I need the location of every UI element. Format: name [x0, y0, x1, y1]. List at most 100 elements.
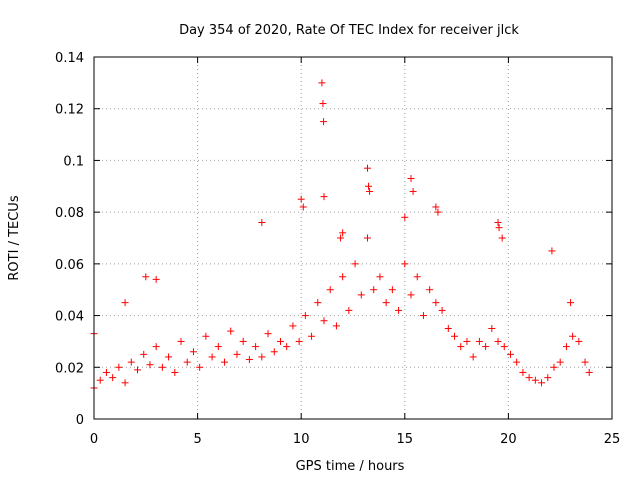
data-point	[314, 299, 322, 307]
data-point	[308, 332, 316, 340]
data-point	[227, 327, 235, 335]
data-point	[177, 337, 185, 345]
x-tick-label: 15	[397, 432, 414, 447]
data-point	[585, 368, 593, 376]
data-point	[506, 350, 514, 358]
data-point	[297, 195, 305, 203]
data-point	[513, 358, 521, 366]
data-point	[109, 374, 117, 382]
data-point	[208, 353, 216, 361]
data-point	[409, 187, 417, 195]
data-point	[432, 299, 440, 307]
data-point	[413, 273, 421, 281]
data-point	[569, 332, 577, 340]
data-point	[432, 203, 440, 211]
data-point	[283, 343, 291, 351]
y-tick-label: 0.14	[55, 51, 84, 66]
data-point	[488, 325, 496, 332]
data-point	[498, 234, 506, 242]
data-point	[494, 218, 502, 226]
y-axis-label: ROTI / TECUs	[7, 195, 22, 280]
y-tick-label: 0.1	[63, 154, 84, 169]
data-point	[339, 229, 347, 237]
data-point	[320, 193, 328, 201]
x-tick-label: 5	[193, 432, 201, 447]
data-point	[189, 348, 197, 356]
data-point	[301, 312, 309, 320]
data-point	[264, 330, 272, 338]
data-point	[495, 224, 503, 232]
data-point	[171, 368, 179, 376]
data-point	[364, 234, 372, 242]
data-point	[531, 376, 539, 384]
data-point	[289, 322, 297, 330]
data-point	[457, 343, 465, 351]
data-point	[525, 374, 533, 382]
data-point	[550, 363, 558, 371]
y-tick-label: 0	[76, 413, 84, 428]
gridlines	[94, 57, 612, 419]
y-tick-label: 0.02	[55, 361, 84, 376]
data-point	[419, 312, 427, 320]
data-point	[538, 379, 546, 387]
data-point	[426, 286, 434, 294]
data-point	[575, 337, 583, 345]
data-point	[434, 208, 442, 216]
data-point	[438, 306, 446, 314]
data-point	[500, 343, 508, 351]
x-tick-label: 25	[604, 432, 621, 447]
data-point	[351, 260, 359, 268]
data-point	[320, 118, 328, 126]
data-point	[258, 353, 266, 361]
data-point	[345, 306, 353, 314]
data-point	[152, 343, 160, 351]
data-point	[146, 361, 154, 369]
data-point	[252, 343, 260, 351]
y-tick-label: 0.04	[55, 310, 84, 325]
data-point	[319, 100, 327, 108]
data-point	[318, 79, 326, 87]
data-point	[444, 325, 452, 332]
data-point	[463, 337, 471, 345]
data-point	[183, 358, 191, 366]
data-point	[407, 175, 415, 183]
x-tick-label: 0	[90, 432, 98, 447]
data-point	[258, 218, 266, 226]
data-point	[482, 343, 490, 351]
y-tick-label: 0.12	[55, 103, 84, 118]
x-tick-label: 10	[293, 432, 310, 447]
data-point	[388, 286, 396, 294]
x-axis-label: GPS time / hours	[296, 459, 405, 474]
data-point	[519, 368, 527, 376]
data-point	[567, 299, 575, 307]
data-point	[121, 299, 129, 307]
data-point	[121, 379, 129, 387]
data-point	[401, 260, 409, 268]
data-point	[469, 353, 477, 361]
data-point	[548, 247, 556, 255]
data-point	[239, 337, 247, 345]
data-point	[152, 275, 160, 283]
data-point	[165, 353, 173, 361]
data-point	[475, 337, 483, 345]
data-point	[339, 273, 347, 281]
data-point	[365, 182, 373, 190]
data-point	[299, 203, 307, 211]
plot-frame	[93, 56, 613, 420]
data-point	[395, 306, 403, 314]
data-point	[562, 343, 570, 351]
data-point	[320, 317, 328, 325]
x-tick-label: 20	[500, 432, 517, 447]
chart-title: Day 354 of 2020, Rate Of TEC Index for r…	[179, 23, 519, 38]
data-point	[326, 286, 334, 294]
data-point	[451, 332, 459, 340]
data-point	[134, 366, 142, 374]
data-point	[382, 299, 390, 307]
data-points	[90, 79, 593, 392]
data-point	[407, 291, 415, 299]
data-point	[202, 332, 210, 340]
data-point	[233, 350, 241, 358]
data-point	[102, 368, 110, 376]
data-point	[366, 187, 374, 195]
